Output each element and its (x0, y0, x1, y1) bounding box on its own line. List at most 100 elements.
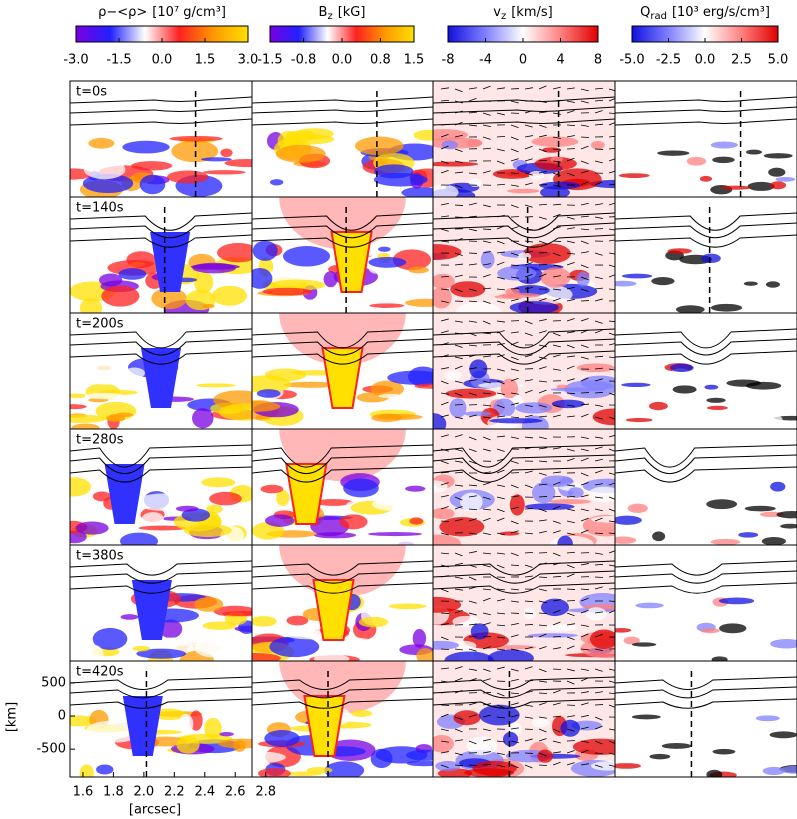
arrow (608, 448, 615, 452)
texture (649, 753, 671, 760)
arrow (608, 88, 615, 92)
texture (194, 597, 224, 612)
arrow (496, 276, 505, 280)
title-subscript: z (327, 11, 332, 22)
arrow (538, 624, 547, 627)
panel (70, 429, 252, 545)
texture (378, 393, 402, 399)
arrow (524, 354, 533, 358)
texture (765, 281, 780, 288)
colorbar-title: Qrad [10³ erg/s/cm³] (640, 5, 770, 23)
texture (631, 714, 661, 720)
arrow (566, 668, 575, 672)
arrow (552, 740, 561, 744)
texture (252, 653, 281, 661)
texture (118, 268, 147, 280)
texture (636, 656, 661, 661)
arrow (468, 172, 477, 175)
arrow (580, 749, 589, 754)
arrow (454, 252, 463, 257)
texture (548, 499, 591, 505)
arrow (468, 111, 477, 114)
arrow (496, 448, 505, 452)
tick-label: 0.8 (370, 53, 391, 68)
texture (763, 153, 793, 159)
arrow (538, 460, 548, 463)
arrow (608, 228, 615, 231)
contour (615, 338, 797, 356)
arrow (594, 458, 603, 462)
texture (433, 734, 455, 753)
texture (669, 363, 694, 372)
arrow (482, 597, 491, 602)
texture (149, 637, 203, 647)
contour (433, 118, 615, 126)
arrow (566, 645, 575, 650)
tick-label: 8 (594, 53, 602, 68)
arrow (608, 183, 615, 186)
contour (615, 444, 797, 468)
arrow (440, 401, 449, 406)
arrow (552, 621, 561, 626)
contour (615, 96, 797, 104)
texture (355, 136, 404, 156)
texture (480, 250, 495, 269)
arrow (552, 520, 561, 524)
arrow (454, 716, 463, 720)
arrow (454, 416, 463, 420)
texture (500, 378, 519, 399)
texture (408, 266, 429, 274)
arrow (552, 751, 561, 754)
arrow (538, 496, 548, 498)
arrow (580, 288, 589, 292)
arrow (594, 611, 603, 614)
texture (433, 129, 468, 141)
arrow (524, 666, 533, 670)
texture (469, 359, 488, 379)
texture (444, 370, 463, 382)
texture (216, 178, 242, 193)
flux-tube (312, 579, 355, 641)
arrow (552, 471, 561, 474)
arrow (566, 100, 575, 103)
arrow (440, 532, 449, 536)
arrow (524, 532, 533, 535)
arrow (482, 738, 491, 742)
texture (651, 277, 675, 286)
arrow (538, 366, 547, 370)
arrow (580, 318, 589, 322)
texture (151, 287, 188, 310)
tick-label: 2.5 (731, 53, 752, 68)
texture (453, 710, 481, 726)
contour (433, 328, 615, 349)
contour (70, 454, 252, 474)
arrow (608, 368, 615, 371)
texture (401, 186, 433, 197)
arrow (608, 692, 615, 695)
arrow (454, 576, 463, 579)
texture (449, 398, 467, 418)
texture (470, 623, 489, 640)
arrow (524, 145, 533, 150)
arrow (566, 392, 576, 395)
arrow (454, 648, 463, 651)
texture (70, 530, 87, 544)
texture (183, 523, 232, 538)
arrow (552, 447, 561, 450)
texture (220, 711, 252, 716)
texture (770, 481, 786, 492)
arrow (454, 460, 463, 463)
x-tick-label: 2.0 (134, 785, 155, 800)
texture (132, 645, 150, 652)
texture (433, 480, 448, 493)
contour (70, 212, 252, 231)
arrow (440, 145, 449, 150)
panel (252, 429, 433, 545)
texture (468, 178, 482, 188)
arrow (482, 751, 491, 754)
arrow (510, 692, 520, 695)
texture (306, 766, 333, 774)
tick-label: 0.0 (152, 53, 173, 68)
arrow (608, 416, 615, 420)
arrow (594, 252, 603, 256)
